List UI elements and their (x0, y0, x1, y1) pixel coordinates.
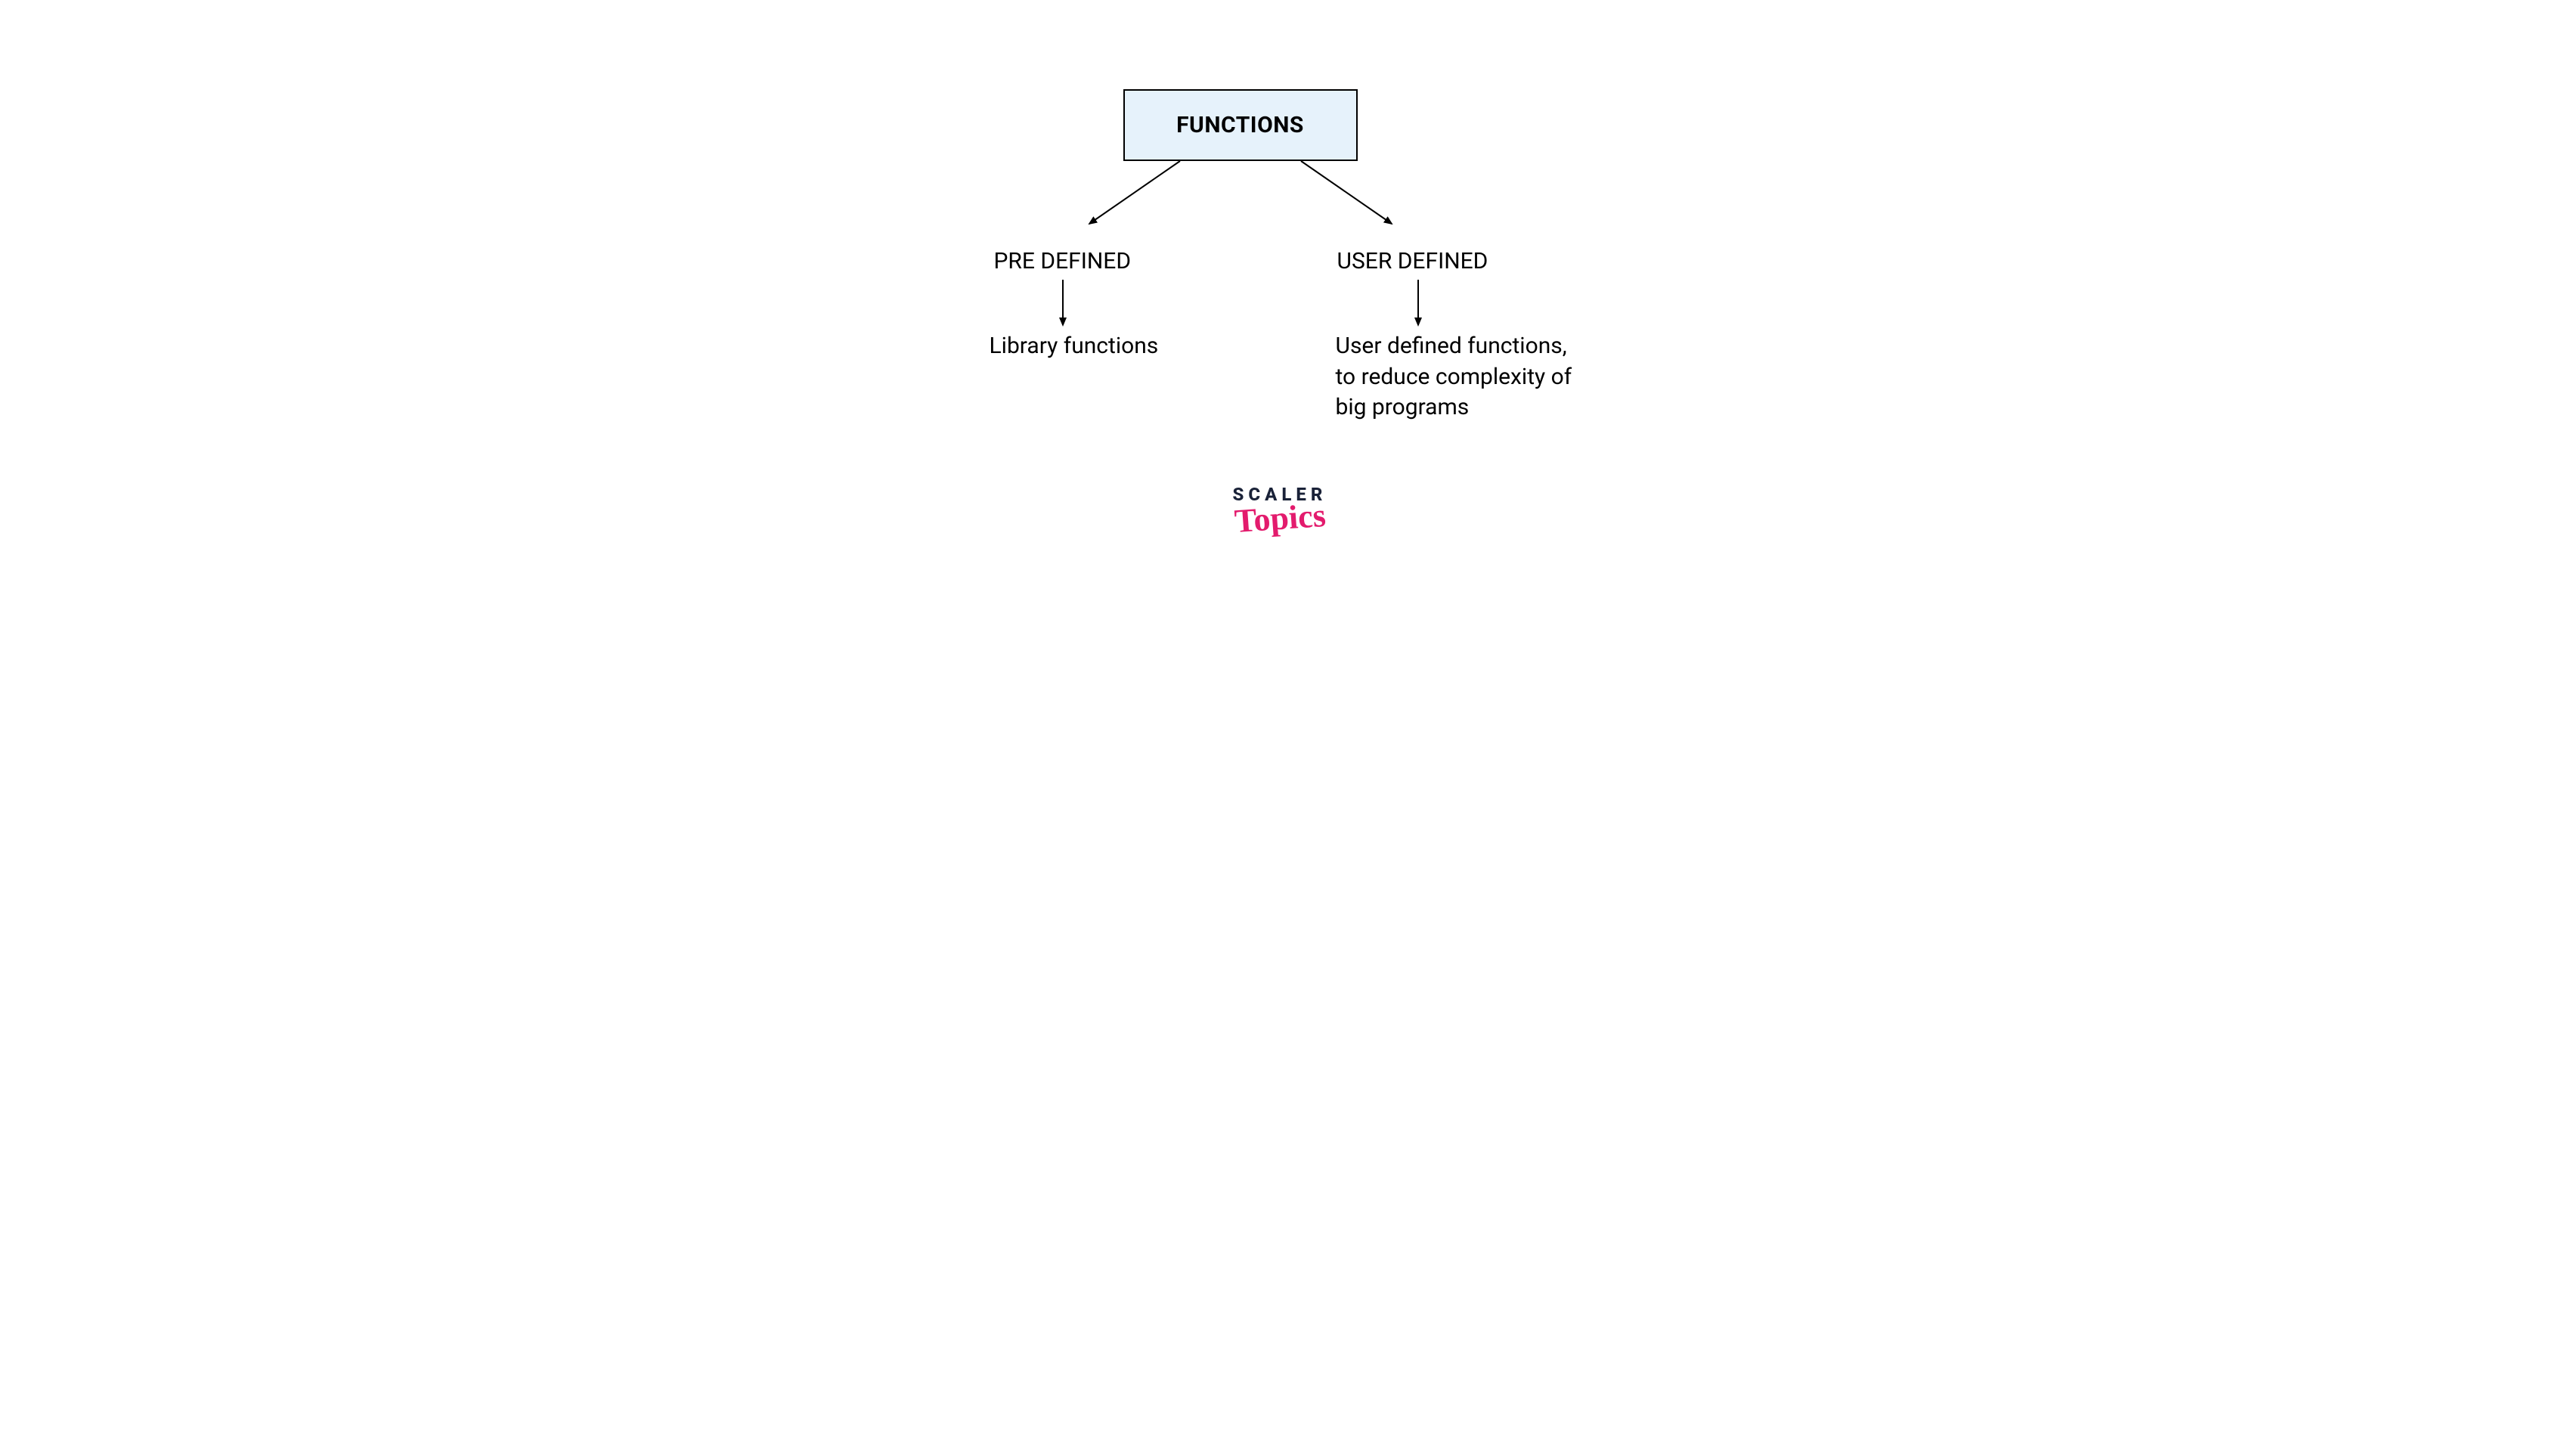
scaler-topics-logo: SCALER Topics (1233, 484, 1327, 544)
connector-arrow (1089, 161, 1180, 224)
branch-title-pre-defined: PRE DEFINED (994, 248, 1132, 274)
branch-desc-pre-defined: Library functions (990, 331, 1216, 362)
branch-title-user-defined: USER DEFINED (1337, 248, 1488, 274)
connector-arrow (1301, 161, 1392, 224)
logo-text-topics: Topics (1233, 496, 1327, 541)
root-node-label: FUNCTIONS (1176, 112, 1304, 138)
branch-desc-user-defined: User defined functions, to reduce comple… (1336, 331, 1593, 423)
root-node-functions: FUNCTIONS (1123, 89, 1358, 161)
diagram-canvas: FUNCTIONS PRE DEFINED USER DEFINED Libra… (734, 0, 1838, 625)
